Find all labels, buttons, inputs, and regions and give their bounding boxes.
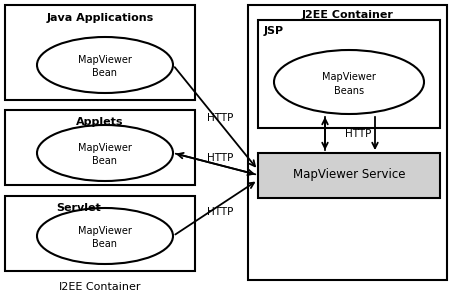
Text: MapViewer: MapViewer bbox=[78, 226, 132, 236]
Text: Servlet: Servlet bbox=[56, 203, 101, 213]
Bar bbox=[5, 5, 194, 100]
Text: JSP: JSP bbox=[263, 26, 284, 36]
Ellipse shape bbox=[37, 37, 173, 93]
Bar bbox=[258, 153, 439, 198]
Text: HTTP: HTTP bbox=[207, 207, 233, 217]
Text: MapViewer: MapViewer bbox=[78, 55, 132, 65]
Text: J2EE Container: J2EE Container bbox=[59, 282, 141, 290]
Text: HTTP: HTTP bbox=[344, 129, 370, 139]
Bar bbox=[5, 110, 194, 185]
Ellipse shape bbox=[37, 125, 173, 181]
Ellipse shape bbox=[273, 50, 423, 114]
Bar bbox=[248, 5, 446, 280]
Text: Java Applications: Java Applications bbox=[46, 13, 153, 23]
Bar bbox=[5, 196, 194, 271]
Text: MapViewer: MapViewer bbox=[78, 143, 132, 153]
Text: Bean: Bean bbox=[92, 239, 117, 249]
Text: Beans: Beans bbox=[333, 86, 363, 96]
Ellipse shape bbox=[37, 208, 173, 264]
Text: HTTP: HTTP bbox=[207, 153, 233, 163]
Text: MapViewer: MapViewer bbox=[322, 72, 375, 82]
Text: J2EE Container: J2EE Container bbox=[301, 10, 393, 20]
Text: HTTP: HTTP bbox=[207, 113, 233, 123]
Text: Applets: Applets bbox=[76, 117, 124, 127]
Text: Bean: Bean bbox=[92, 156, 117, 166]
Text: Bean: Bean bbox=[92, 68, 117, 78]
Bar bbox=[258, 20, 439, 128]
Text: MapViewer Service: MapViewer Service bbox=[292, 168, 405, 182]
